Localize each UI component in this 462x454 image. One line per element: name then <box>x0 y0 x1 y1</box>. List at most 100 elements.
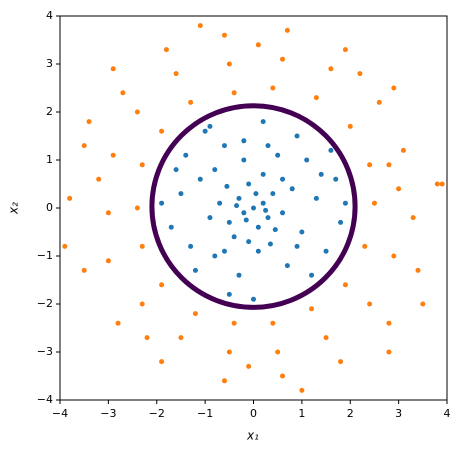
point <box>280 56 286 62</box>
point <box>168 224 174 230</box>
point <box>251 296 256 302</box>
x-tick-label: 0 <box>250 407 257 420</box>
point <box>251 205 256 211</box>
point <box>178 191 184 197</box>
point <box>241 210 247 216</box>
point <box>391 85 397 91</box>
point <box>289 186 295 192</box>
x-tick-label: −4 <box>52 407 68 420</box>
point <box>342 200 348 206</box>
point <box>226 219 232 225</box>
point <box>263 207 269 213</box>
y-tick-label: −3 <box>37 345 53 358</box>
y-tick-label: −2 <box>37 297 53 310</box>
point <box>284 27 290 33</box>
point <box>294 133 300 139</box>
point <box>260 200 266 206</box>
point <box>163 47 169 53</box>
point <box>241 138 247 144</box>
point <box>284 263 290 269</box>
point <box>246 181 252 187</box>
point <box>212 167 218 173</box>
point <box>105 210 111 216</box>
point <box>342 47 348 53</box>
y-tick-label: 4 <box>46 9 53 22</box>
point <box>260 119 266 125</box>
x-tick-label: −3 <box>100 407 116 420</box>
point <box>226 349 232 355</box>
point <box>255 42 261 48</box>
point <box>221 378 227 384</box>
point <box>386 162 392 168</box>
point <box>255 248 261 254</box>
point <box>86 119 92 125</box>
point <box>253 191 259 197</box>
y-tick-label: −4 <box>37 393 53 406</box>
point <box>241 157 247 163</box>
point <box>212 253 218 259</box>
point <box>231 320 237 326</box>
point <box>226 61 232 67</box>
point <box>410 215 416 221</box>
point <box>386 320 392 326</box>
point <box>221 143 227 149</box>
point <box>234 203 240 209</box>
point <box>110 152 116 158</box>
point <box>362 243 368 249</box>
point <box>243 217 249 223</box>
point <box>62 243 68 249</box>
point <box>367 162 373 168</box>
y-tick-label: 1 <box>46 153 53 166</box>
point <box>270 191 276 197</box>
x-tick-label: 1 <box>298 407 305 420</box>
point <box>159 200 165 206</box>
point <box>313 195 319 201</box>
point <box>309 306 315 312</box>
point <box>236 195 242 201</box>
y-tick-label: −1 <box>37 249 53 262</box>
point <box>224 183 230 189</box>
decision-boundary <box>149 103 358 310</box>
point <box>367 301 373 307</box>
point <box>120 90 126 96</box>
point <box>347 123 353 129</box>
point <box>159 359 165 365</box>
point <box>270 85 276 91</box>
point <box>415 267 421 273</box>
point <box>309 272 315 278</box>
point <box>280 176 286 182</box>
point <box>386 349 392 355</box>
point <box>139 301 145 307</box>
point <box>299 387 305 393</box>
point <box>338 359 344 365</box>
x-axis-label: x₁ <box>246 429 259 443</box>
x-tick-label: −2 <box>149 407 165 420</box>
point <box>323 248 329 254</box>
point <box>400 147 406 153</box>
point <box>328 147 334 153</box>
point <box>217 200 223 206</box>
point <box>318 171 324 177</box>
point <box>173 71 179 77</box>
point <box>328 66 334 72</box>
point <box>267 241 273 247</box>
point <box>265 143 271 149</box>
point <box>226 291 232 297</box>
x-tick-label: −1 <box>197 407 213 420</box>
point <box>139 162 145 168</box>
point <box>357 71 363 77</box>
point <box>197 176 203 182</box>
point <box>221 32 227 38</box>
point <box>265 215 271 221</box>
point <box>183 152 189 158</box>
point <box>139 243 145 249</box>
point <box>231 234 237 240</box>
point <box>178 335 184 341</box>
point <box>294 243 300 249</box>
point <box>81 267 87 273</box>
point <box>434 181 440 187</box>
point <box>391 253 397 259</box>
point <box>342 282 348 288</box>
point <box>144 335 150 341</box>
